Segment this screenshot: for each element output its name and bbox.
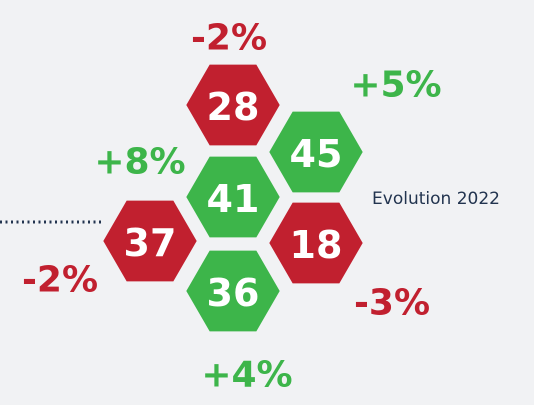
caption: Evolution 2022 — [372, 189, 500, 209]
hexagon — [181, 152, 285, 242]
change-label: +5% — [350, 65, 441, 106]
hexagon — [181, 60, 285, 150]
hexagon-value: 37 — [124, 221, 177, 265]
hexagon-value: 18 — [290, 223, 343, 267]
hexagon — [264, 107, 368, 197]
change-label: -2% — [22, 260, 98, 301]
hexagon-value: 28 — [207, 85, 260, 129]
change-label: +8% — [94, 142, 185, 183]
hexagon — [264, 198, 368, 288]
hexagon — [98, 196, 202, 286]
hexagon-value: 36 — [207, 271, 260, 315]
change-label: +4% — [201, 355, 292, 396]
change-label: -2% — [191, 18, 267, 59]
hexagon — [181, 246, 285, 336]
hexagon-value: 45 — [290, 132, 343, 176]
change-label: -3% — [354, 283, 430, 324]
hexagon-value: 41 — [207, 177, 260, 221]
